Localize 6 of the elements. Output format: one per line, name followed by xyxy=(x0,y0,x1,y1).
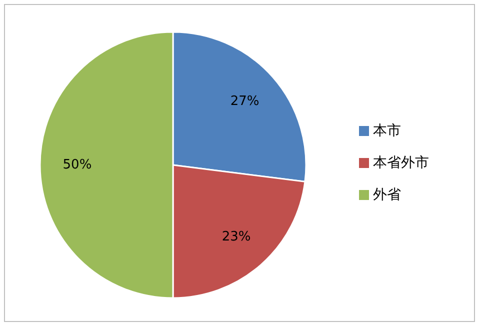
legend-label: 外省 xyxy=(373,187,401,203)
data-label: 50% xyxy=(62,158,92,172)
legend-label: 本省外市 xyxy=(373,155,429,171)
data-label: 27% xyxy=(230,94,260,110)
data-label: 23% xyxy=(222,229,251,244)
legend-label: 本市 xyxy=(373,123,401,139)
